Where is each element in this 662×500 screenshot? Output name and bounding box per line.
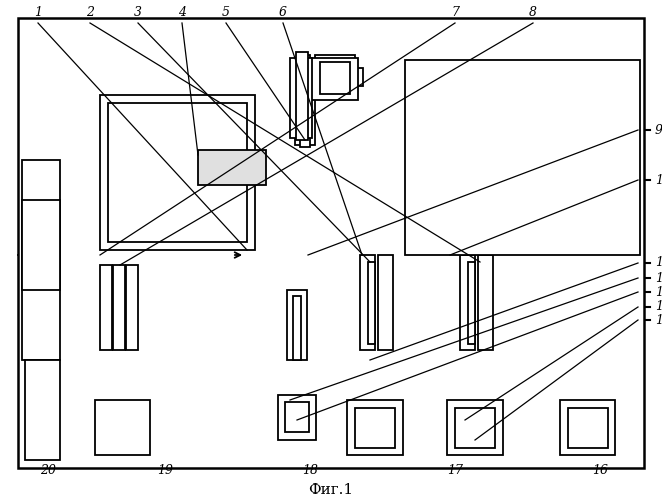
Text: 6: 6 — [279, 6, 287, 20]
Bar — [296, 52, 308, 140]
Bar — [310, 58, 358, 100]
Text: 7: 7 — [451, 6, 459, 20]
Bar — [355, 408, 395, 448]
Bar — [287, 290, 307, 360]
Bar — [347, 400, 403, 455]
Bar — [293, 296, 301, 360]
Text: 4: 4 — [178, 6, 186, 20]
Bar — [468, 262, 475, 344]
Text: 16: 16 — [592, 464, 608, 476]
Bar — [290, 58, 312, 138]
Bar — [460, 255, 475, 350]
Text: 10: 10 — [655, 174, 662, 186]
Bar — [560, 400, 615, 455]
Bar — [22, 200, 60, 290]
Bar — [405, 60, 640, 255]
Bar — [278, 395, 316, 440]
Bar — [300, 55, 310, 147]
Bar — [285, 402, 309, 432]
Bar — [100, 95, 255, 250]
Text: 12: 12 — [655, 272, 662, 284]
Bar — [95, 400, 150, 455]
Bar — [315, 55, 355, 95]
Text: 2: 2 — [86, 6, 94, 20]
Text: 15: 15 — [655, 314, 662, 326]
Bar — [25, 360, 60, 460]
Bar — [478, 255, 493, 350]
Text: 20: 20 — [40, 464, 56, 476]
Text: 13: 13 — [655, 286, 662, 298]
Bar — [295, 60, 315, 145]
Bar — [320, 62, 350, 94]
Text: 19: 19 — [157, 464, 173, 476]
Bar — [455, 408, 495, 448]
Text: 18: 18 — [302, 464, 318, 476]
Bar — [22, 160, 60, 360]
Text: 17: 17 — [447, 464, 463, 476]
Text: 5: 5 — [222, 6, 230, 20]
Bar — [198, 150, 266, 185]
Bar — [568, 408, 608, 448]
Bar — [126, 265, 138, 350]
Bar — [355, 68, 363, 86]
Text: 14: 14 — [655, 300, 662, 314]
Text: 9: 9 — [655, 124, 662, 136]
Bar — [447, 400, 503, 455]
Bar — [368, 262, 375, 344]
Text: 1: 1 — [34, 6, 42, 20]
Text: 8: 8 — [529, 6, 537, 20]
Text: 3: 3 — [134, 6, 142, 20]
Bar — [108, 103, 247, 242]
Bar — [113, 265, 125, 350]
Bar — [360, 255, 375, 350]
Text: 11: 11 — [655, 256, 662, 270]
Bar — [100, 265, 112, 350]
Bar — [378, 255, 393, 350]
Text: Фиг.1: Фиг.1 — [308, 483, 354, 497]
